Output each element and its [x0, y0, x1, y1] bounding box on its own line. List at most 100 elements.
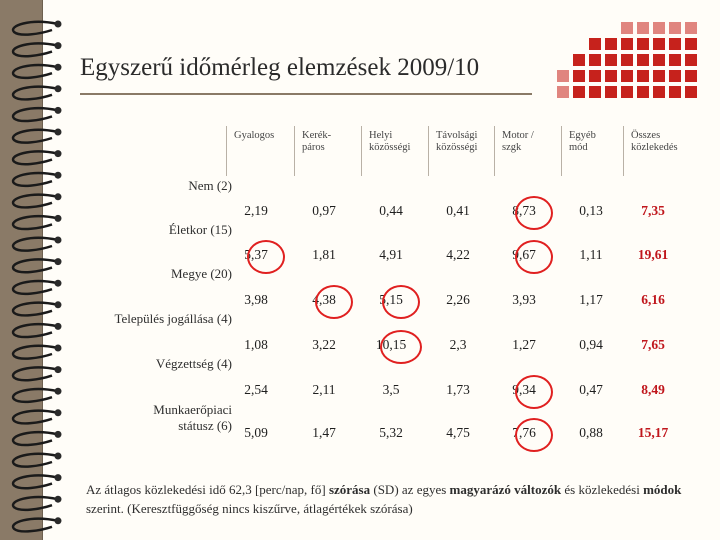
table-cell: 1,47 [312, 425, 336, 440]
spiral-ring [11, 279, 62, 296]
table-cell: 2,3 [449, 337, 467, 352]
footnote-bold-1: szórása [328, 482, 371, 497]
highlight-circle [247, 240, 285, 274]
column-header: Gyalogos [234, 130, 275, 141]
highlight-circle [515, 418, 553, 452]
table-cell: 1,08 [244, 337, 268, 352]
table-cell: 2,11 [312, 382, 336, 397]
table-cell: 0,44 [379, 203, 403, 218]
header-divider [294, 126, 295, 176]
spiral-ring [11, 344, 62, 360]
table-cell: 3,5 [382, 382, 400, 397]
spiral-ring [11, 106, 62, 123]
spiral-ring [11, 236, 62, 252]
table-cell: 0,47 [579, 382, 603, 397]
deco-square [685, 22, 697, 34]
deco-square [589, 38, 601, 50]
spiral-ring [11, 63, 62, 80]
spiral-ring [11, 214, 62, 231]
deco-square [557, 70, 569, 82]
table-cell: 1,81 [312, 247, 336, 262]
table-cell: 19,61 [637, 247, 669, 262]
spiral-ring [11, 452, 62, 468]
title-underline [80, 93, 532, 95]
deco-square [589, 54, 601, 66]
spiral-ring [11, 430, 62, 447]
spiral-ring [11, 474, 62, 490]
spiral-ring [11, 150, 62, 166]
column-header: Kerék-páros [302, 130, 332, 153]
table-cell: 7,65 [641, 337, 665, 352]
highlight-circle [515, 375, 553, 409]
highlight-circle [315, 285, 353, 319]
footnote-bold-3: módok [643, 482, 682, 497]
deco-square [621, 86, 633, 98]
spiral-binding-icon [11, 20, 62, 533]
row-label: Nem (2) [188, 178, 232, 193]
deco-square [605, 86, 617, 98]
table-cell: 0,41 [446, 203, 470, 218]
highlight-circle [515, 196, 553, 230]
header-divider [561, 126, 562, 176]
deco-square [685, 54, 697, 66]
deco-square [669, 86, 681, 98]
header-divider [428, 126, 429, 176]
spiral-ring [11, 85, 62, 101]
deco-square [605, 54, 617, 66]
spiral-ring [11, 322, 62, 339]
footnote-text-3: és közlekedési [561, 482, 644, 497]
deco-square [653, 70, 665, 82]
table-cell: 1,73 [446, 382, 470, 397]
footnote: Az átlagos közlekedési idő 62,3 [perc/na… [86, 480, 700, 518]
row-label: Munkaerőpiaci státusz (6) [153, 402, 232, 433]
row-label: Életkor (15) [168, 222, 232, 237]
deco-square [669, 38, 681, 50]
table-cell: 1,11 [579, 247, 603, 262]
spiral-ring [11, 495, 62, 512]
deco-square [621, 22, 633, 34]
header-divider [226, 126, 227, 176]
table-cell: 8,49 [641, 382, 665, 397]
footnote-bold-2: magyarázó változók [449, 482, 562, 497]
table-cell: 2,26 [446, 292, 470, 307]
decorative-grid-icon [557, 22, 701, 104]
deco-square [637, 86, 649, 98]
row-label: Végzettség (4) [155, 356, 232, 371]
table-cell: 0,88 [579, 425, 603, 440]
deco-square [669, 70, 681, 82]
footnote-text-4: szerint. (Keresztfüggőség nincs kiszűrve… [86, 501, 413, 516]
header-divider [623, 126, 624, 176]
header-divider [494, 126, 495, 176]
spiral-ring [11, 366, 62, 382]
deco-square [637, 38, 649, 50]
deco-square [621, 38, 633, 50]
spiral-ring [11, 387, 62, 404]
spiral-ring [11, 517, 62, 533]
spiral-ring [11, 42, 62, 58]
highlight-circle [380, 330, 422, 364]
deco-square [669, 54, 681, 66]
deco-square [685, 38, 697, 50]
table-cell: 4,75 [446, 425, 470, 440]
column-header: Összes közlekedés [631, 130, 678, 153]
deco-square [653, 86, 665, 98]
column-header: Egyéb mód [569, 130, 596, 153]
spiral-ring [11, 409, 62, 425]
spiral-ring [11, 301, 62, 317]
table-cell: 3,93 [512, 292, 536, 307]
header-divider [361, 126, 362, 176]
deco-square [685, 86, 697, 98]
deco-square [573, 86, 585, 98]
deco-square [637, 22, 649, 34]
spiral-ring [11, 171, 62, 188]
highlight-circle [515, 240, 553, 274]
deco-square [637, 54, 649, 66]
deco-square [669, 22, 681, 34]
deco-square [653, 38, 665, 50]
column-header: Távolsági közösségi [436, 130, 478, 153]
column-header: Motor / szgk [502, 130, 534, 153]
table-cell: 1,17 [579, 292, 603, 307]
deco-square [589, 70, 601, 82]
table-cell: 0,13 [579, 203, 603, 218]
table-cell: 5,09 [244, 425, 268, 440]
